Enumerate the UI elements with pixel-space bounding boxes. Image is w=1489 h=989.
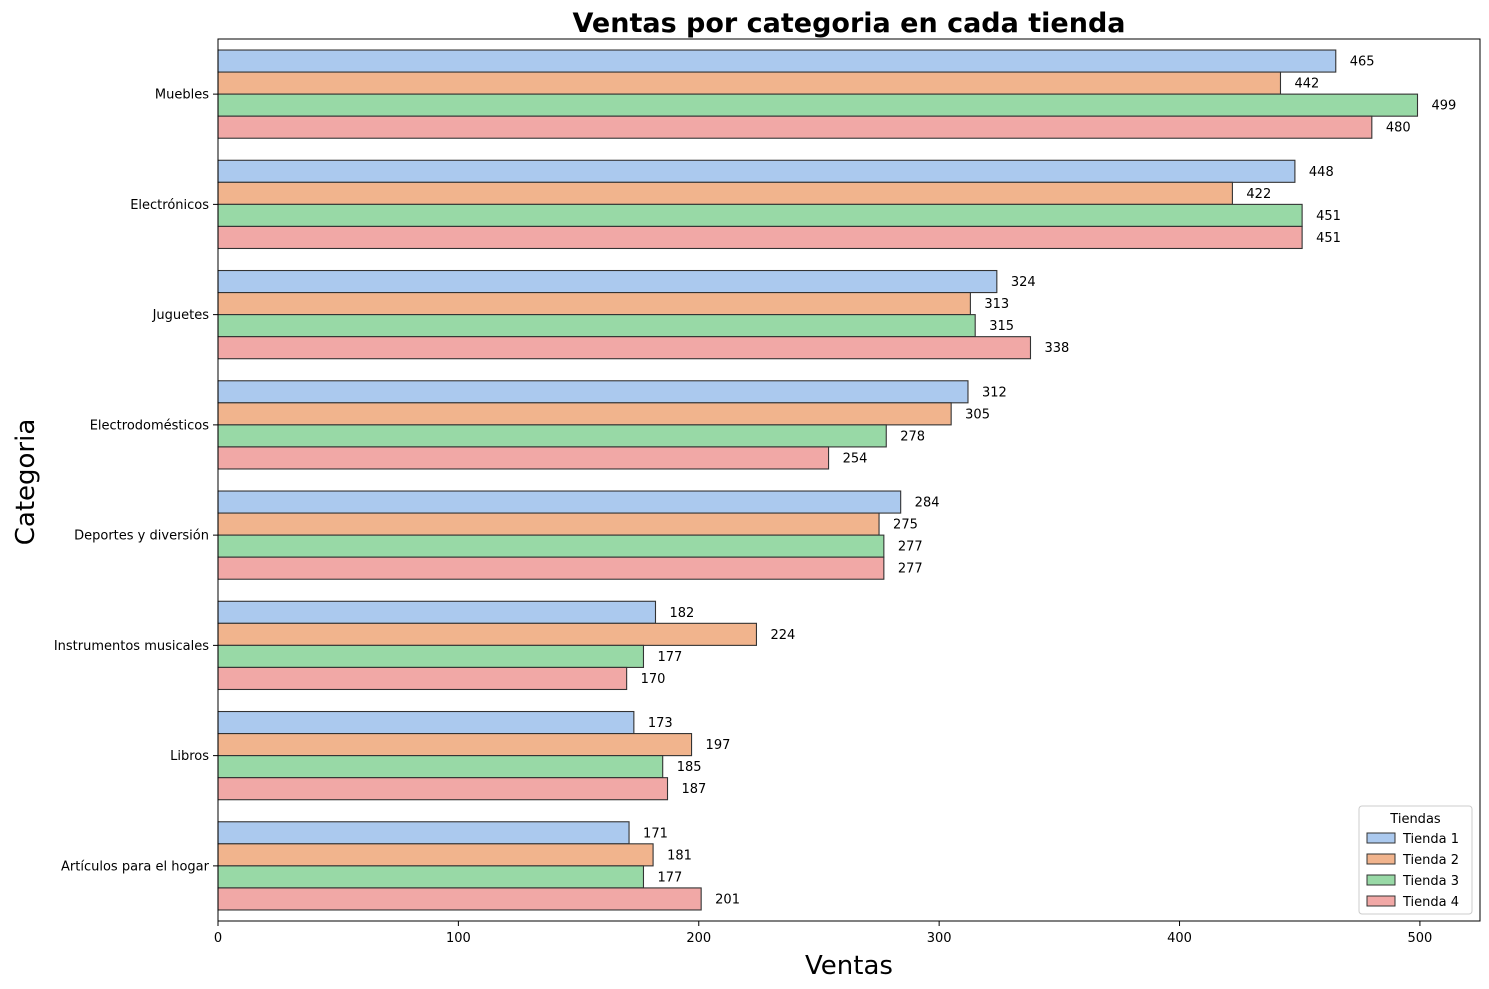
bar-value-label: 278: [900, 429, 925, 444]
y-tick-label: Muebles: [155, 88, 209, 103]
bar-value-label: 284: [915, 496, 940, 511]
bar: [217, 622, 758, 646]
bar: [217, 710, 635, 735]
bar: [217, 887, 702, 911]
bar: [217, 115, 1373, 139]
y-tick-label: Artículos para el hogar: [61, 859, 210, 874]
bar-value-label: 480: [1386, 121, 1411, 136]
bar: [217, 600, 657, 624]
x-tick-label: 200: [686, 931, 711, 946]
legend-entry-label: Tienda 1: [1402, 832, 1459, 847]
bar-value-label: 201: [715, 892, 740, 907]
bar: [217, 446, 830, 470]
legend: Tiendas Tienda 1 Tienda 2 Tienda 3 Tienda 4: [1358, 805, 1473, 915]
bar-value-label: 177: [657, 870, 682, 885]
bar-value-label: 313: [984, 297, 1009, 312]
bar-value-label: 197: [706, 738, 731, 753]
bar: [217, 380, 969, 404]
legend-swatch: [1366, 874, 1396, 886]
bar: [217, 203, 1303, 227]
bar-value-label: 324: [1011, 275, 1036, 290]
bar-value-label: 187: [682, 782, 707, 797]
legend-entry-label: Tienda 4: [1402, 895, 1459, 910]
legend-swatch: [1366, 895, 1396, 907]
x-tick-label: 400: [1167, 931, 1192, 946]
bar-value-label: 181: [667, 848, 692, 863]
bars-layer: [217, 49, 1419, 911]
bar: [217, 534, 885, 558]
bar: [217, 666, 628, 691]
bar: [217, 424, 887, 448]
x-tick-label: 100: [446, 931, 471, 946]
bar: [217, 402, 952, 426]
y-tick-label: Instrumentos musicales: [54, 639, 209, 654]
y-axis-label: Categoria: [11, 419, 41, 546]
bar: [217, 71, 1282, 95]
bar-value-label: 277: [898, 540, 923, 555]
bar: [217, 512, 880, 536]
bar-value-label: 275: [893, 518, 918, 533]
x-tick-label: 0: [214, 931, 222, 946]
bar: [217, 181, 1233, 205]
bar: [217, 93, 1419, 117]
bar-value-label: 182: [669, 606, 694, 621]
bar-value-label: 277: [898, 562, 923, 577]
bar-value-label: 499: [1432, 99, 1457, 114]
bar-value-label: 171: [643, 826, 668, 841]
legend-swatch: [1366, 832, 1396, 844]
bar: [217, 292, 971, 316]
bar: [217, 755, 664, 779]
bar-value-label: 185: [677, 760, 702, 775]
y-tick-label: Electrónicos: [130, 198, 209, 213]
y-tick-label: Juguetes: [152, 308, 210, 323]
bar: [217, 843, 654, 867]
x-tick-label: 500: [1407, 931, 1432, 946]
bar: [217, 777, 669, 801]
legend-swatch: [1366, 853, 1396, 865]
y-axis-ticks: Muebles Electrónicos Juguetes Electrodomést…: [54, 88, 218, 874]
bar-value-label: 173: [648, 716, 673, 731]
legend-entry-label: Tienda 3: [1402, 874, 1459, 889]
y-tick-label: Libros: [170, 749, 209, 764]
bar-value-label: 170: [641, 672, 666, 687]
bar: [217, 490, 902, 514]
bar: [217, 49, 1337, 73]
bar-value-label: 305: [965, 407, 990, 422]
chart-title: Ventas por categoria en cada tienda: [573, 8, 1126, 39]
bar-value-label: 451: [1316, 231, 1341, 246]
bar-value-label: 315: [989, 319, 1014, 334]
bar-value-label: 442: [1294, 77, 1319, 92]
bar: [217, 733, 693, 757]
bar-value-label: 177: [657, 650, 682, 665]
bar: [217, 225, 1303, 250]
x-tick-label: 300: [927, 931, 952, 946]
bar-value-label: 312: [982, 385, 1007, 400]
x-axis-label: Ventas: [805, 951, 893, 981]
bar: [217, 821, 630, 845]
bar-value-label: 451: [1316, 209, 1341, 224]
legend-entry-label: Tienda 2: [1402, 853, 1459, 868]
bar-value-label: 338: [1044, 341, 1069, 356]
bar: [217, 644, 645, 668]
bar: [217, 314, 976, 338]
bar: [217, 269, 998, 294]
bar: [217, 159, 1296, 183]
bar: [217, 556, 885, 580]
bar-value-label: 448: [1309, 165, 1334, 180]
x-axis-ticks: 0 100 200 300 400 500: [214, 921, 1432, 946]
plot-frame: [217, 38, 1481, 922]
bar-value-label: 422: [1246, 187, 1271, 202]
bar-value-label: 254: [843, 451, 868, 466]
bar: [217, 336, 1032, 360]
bar: [217, 865, 645, 889]
y-tick-label: Electrodomésticos: [90, 418, 210, 433]
bar-value-label: 465: [1350, 55, 1375, 70]
legend-title: Tiendas: [1389, 812, 1441, 827]
y-tick-label: Deportes y diversión: [74, 529, 209, 544]
bar-value-label: 224: [770, 628, 795, 643]
